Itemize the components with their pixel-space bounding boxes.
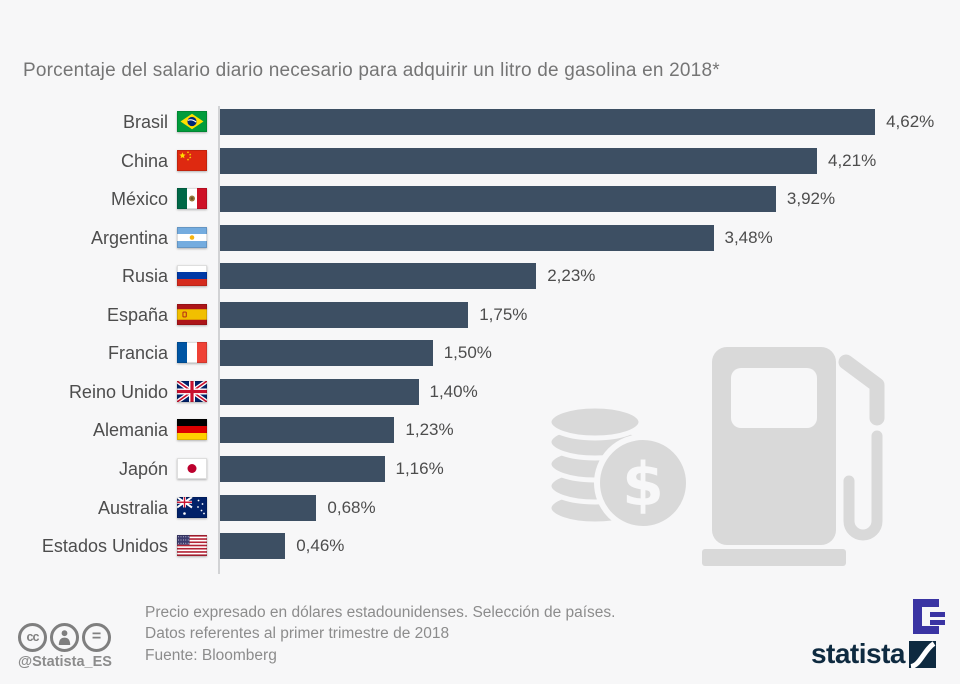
flag-au-icon [177, 496, 207, 518]
flag-jp-icon [177, 457, 207, 479]
value-label: 1,40% [429, 381, 478, 401]
chart-row: Argentina 3,48% [0, 224, 960, 251]
flag-us-icon [177, 535, 207, 556]
svg-text:$: $ [622, 450, 664, 520]
country-label: Estados Unidos [41, 536, 168, 556]
bar [220, 263, 537, 290]
footnote-line-1: Precio expresado en dólares estadouniden… [145, 604, 616, 621]
bar [220, 224, 714, 251]
country-label: Japón [118, 458, 168, 479]
flag-fr-icon [177, 342, 207, 364]
chart-row: Rusia 2,23% [0, 263, 960, 290]
bar [220, 186, 776, 213]
bar [220, 378, 419, 405]
cc-license-badges: cc = [18, 623, 111, 652]
country-label: Reino Unido [68, 381, 168, 402]
country-label: Rusia [121, 266, 168, 287]
chart-row: Reino Unido 1,40% [0, 378, 960, 405]
chart-row: Brasil 4,62% [0, 109, 960, 135]
bar [220, 533, 286, 559]
flag-es-icon [177, 303, 207, 325]
bar [220, 147, 817, 174]
cc-attribution-icon[interactable] [50, 623, 79, 652]
value-label: 3,48% [724, 227, 773, 247]
flag-de-icon [177, 419, 207, 441]
gas-pump-icon [702, 347, 885, 566]
cc-no-derivatives-icon[interactable]: = [82, 623, 111, 652]
bar [220, 455, 385, 482]
value-label: 0,46% [296, 536, 345, 555]
chart-rows: Brasil 4,62% China 4,21% México 3,92% Argentin… [0, 109, 960, 575]
statista-swoosh-icon[interactable] [909, 641, 936, 668]
g-logo-icon [913, 599, 945, 634]
value-label: 1,50% [443, 343, 492, 363]
footnotes: Precio expresado en dólares estadouniden… [145, 602, 615, 644]
flag-cn-icon [177, 149, 207, 171]
flag-gb-icon [177, 380, 207, 402]
value-label: 2,23% [547, 266, 596, 286]
chart-row: Australia 0,68% [0, 494, 960, 521]
twitter-handle[interactable]: @Statista_ES [18, 654, 112, 670]
bar [220, 340, 433, 367]
value-label: 4,21% [828, 150, 877, 170]
chart-row: China 4,21% [0, 147, 960, 174]
chart-row: Estados Unidos 0,46% [0, 533, 960, 559]
flag-ru-icon [177, 265, 207, 287]
country-label: Brasil [122, 112, 168, 132]
value-label: 1,16% [395, 458, 444, 478]
bar [220, 109, 876, 135]
footnote-line-2: Datos referentes al primer trimestre de … [145, 625, 450, 642]
cc-icon[interactable]: cc [18, 623, 47, 652]
chart-title: Porcentaje del salario diario necesario … [23, 60, 720, 81]
country-label: España [106, 304, 168, 325]
country-label: Alemania [92, 420, 168, 441]
flag-br-icon [177, 111, 207, 132]
value-label: 4,62% [886, 112, 935, 131]
flag-mx-icon [177, 188, 207, 210]
chart-row: México 3,92% [0, 186, 960, 213]
value-label: 3,92% [786, 189, 836, 209]
bar [220, 301, 469, 328]
money-coins-icon: $ [546, 403, 692, 532]
chart-row: Francia 1,50% [0, 340, 960, 367]
country-label: China [120, 150, 168, 171]
country-label: México [110, 189, 168, 210]
axis-baseline [218, 106, 220, 574]
country-label: Francia [107, 343, 168, 364]
country-label: Argentina [90, 227, 168, 248]
bar [220, 417, 395, 444]
value-label: 1,23% [405, 420, 454, 440]
flag-ar-icon [177, 226, 207, 248]
bar [220, 494, 317, 521]
statista-wordmark[interactable]: statista [810, 638, 906, 669]
value-label: 0,68% [327, 497, 376, 517]
watermark: $ [546, 347, 885, 566]
chart-row: España 1,75% [0, 301, 960, 328]
value-label: 1,75% [479, 304, 528, 324]
chart-row: Japón 1,16% [0, 455, 960, 482]
source-note: Fuente: Bloomberg [145, 647, 277, 664]
chart-row: Alemania 1,23% [0, 417, 960, 444]
country-label: Australia [97, 497, 168, 518]
